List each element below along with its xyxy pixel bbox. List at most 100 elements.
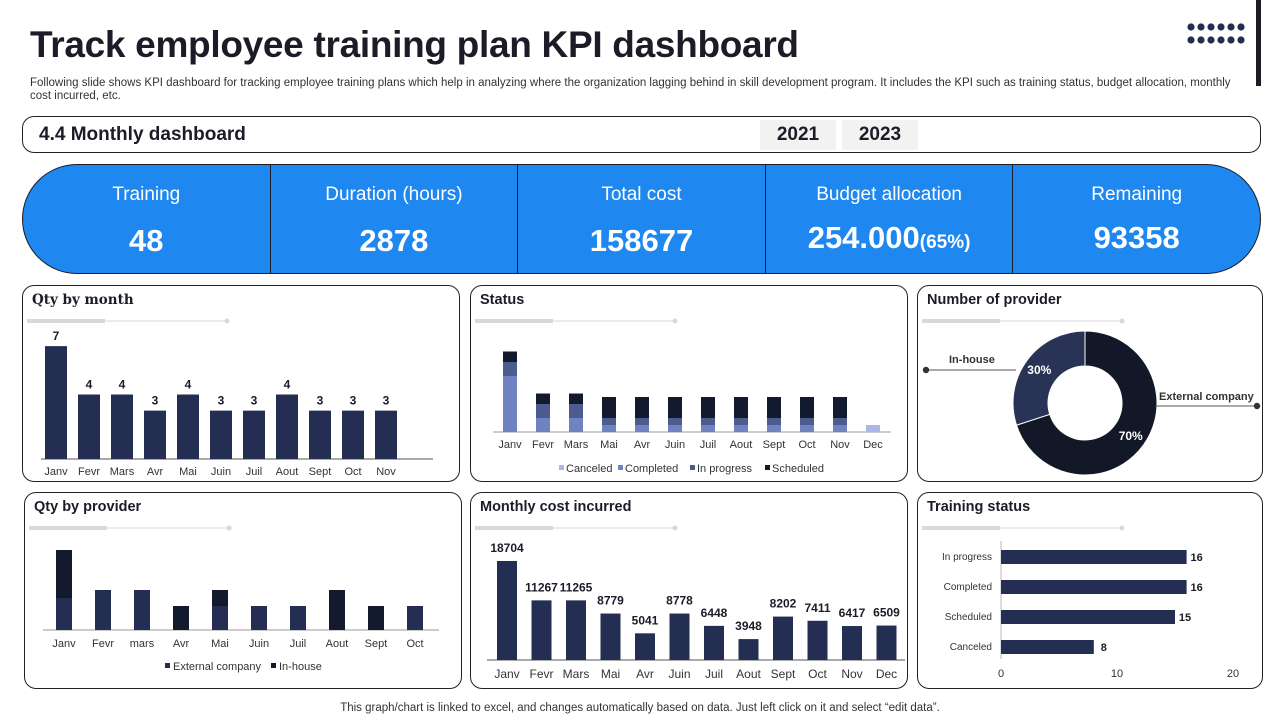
x-tick-label: Juin: [211, 466, 231, 478]
bar: [210, 410, 232, 459]
title-underline-accent: [922, 319, 1000, 323]
bar: [1001, 550, 1187, 564]
kpi-duration: Duration (hours) 2878: [269, 165, 518, 273]
bar: [276, 394, 298, 459]
title-underline-dot: [672, 318, 678, 324]
bar: [78, 394, 100, 459]
qty-by-month-chart: 7 Janv 4 Fevr 4 Mars 3 Avr 4 Mai 3 Juin 3 Juil 4 Aout 3 S…: [27, 318, 433, 478]
x-tick-label: Oct: [798, 439, 815, 451]
kpi-value: 2878: [271, 223, 518, 259]
legend-swatch: [690, 465, 695, 470]
bar-segment: [767, 425, 781, 432]
y-tick-label: In progress: [942, 552, 992, 563]
data-label: 5041: [632, 613, 659, 627]
bar-segment: [668, 397, 682, 418]
bar: [45, 346, 67, 459]
page-title: Track employee training plan KPI dashboa…: [30, 24, 799, 65]
kpi-label: Training: [112, 184, 181, 205]
bar-segment: [668, 425, 682, 432]
x-tick-label: Sept: [309, 466, 332, 478]
data-label: 7: [53, 329, 60, 343]
x-tick-label: Oct: [344, 466, 361, 478]
legend-label: In-house: [279, 661, 322, 673]
title-underline-dot: [1119, 525, 1125, 531]
corner-accent-bar: [1256, 0, 1261, 86]
kpi-label: Duration (hours): [325, 184, 463, 205]
legend-swatch: [559, 465, 564, 470]
kpi-number: 254.000: [807, 220, 920, 255]
pie-slice: [1015, 330, 1158, 476]
bar: [807, 620, 828, 660]
leader-dot: [1253, 402, 1261, 410]
bar: [704, 625, 724, 660]
panel-title: Qty by month: [32, 292, 134, 308]
bar: [1001, 580, 1187, 594]
data-label: 4: [284, 378, 291, 392]
panel-qty-by-month: Qty by month 7 Janv 4 Fevr 4 Mars 3 Avr 4 Mai 3 Jui…: [22, 285, 460, 482]
panel-title: Status: [480, 292, 525, 308]
x-tick-label: Juin: [249, 638, 269, 650]
year-button-2021[interactable]: 2021: [760, 120, 836, 150]
legend-label: Scheduled: [772, 463, 824, 475]
bar: [1001, 640, 1094, 654]
x-tick-label: Mai: [601, 667, 620, 681]
data-label: 3: [152, 394, 159, 408]
year-button-2023[interactable]: 2023: [842, 120, 918, 150]
data-label: 4: [185, 378, 192, 392]
kpi-value: 254.000(65%): [766, 220, 1013, 256]
bar-segment: [503, 362, 517, 376]
title-underline-dot: [1119, 318, 1125, 324]
x-tick-label: Avr: [147, 466, 164, 478]
bar-segment: [569, 418, 583, 432]
x-tick-label: 0: [998, 668, 1004, 680]
y-tick-label: Canceled: [950, 642, 992, 653]
kpi-suffix: (65%): [919, 232, 971, 253]
bar: [738, 639, 759, 660]
data-label: 6448: [701, 606, 728, 620]
x-tick-label: Aout: [326, 638, 349, 650]
data-label: 8779: [597, 594, 624, 608]
data-label: 3948: [735, 619, 762, 633]
x-tick-label: Janv: [52, 638, 76, 650]
bar-segment: [800, 425, 814, 432]
bar-segment: [56, 598, 72, 630]
x-tick-label: Fevr: [78, 466, 100, 478]
panel-number-of-provider: Number of provider 30% 70% In-house Externa…: [917, 285, 1263, 482]
bar-segment: [767, 397, 781, 418]
provider-donut-chart: 30% 70% In-house External company: [922, 318, 1261, 476]
pie-slice: [1012, 330, 1086, 426]
kpi-value: 93358: [1013, 220, 1260, 256]
title-underline-accent: [27, 319, 105, 323]
bar-segment: [800, 418, 814, 425]
x-tick-label: Nov: [841, 667, 862, 681]
dashboard-title: 4.4 Monthly dashboard: [39, 124, 246, 145]
data-label: 3: [350, 394, 357, 408]
bar: [1001, 610, 1175, 624]
bar: [342, 410, 364, 459]
title-underline-dot: [224, 318, 230, 324]
kpi-label: Budget allocation: [816, 184, 962, 205]
y-tick-label: Scheduled: [945, 612, 992, 623]
dots-logo-icon: [1187, 23, 1245, 44]
kpi-remaining: Remaining 93358: [1012, 165, 1260, 273]
kpi-number: 2878: [359, 223, 429, 258]
x-tick-label: Nov: [830, 439, 850, 451]
bar-segment: [212, 590, 228, 606]
x-tick-label: Janv: [44, 466, 68, 478]
bar-segment: [866, 425, 880, 432]
legend-label: In progress: [697, 463, 753, 475]
slice-label: 30%: [1027, 363, 1051, 377]
data-label: 6417: [839, 606, 866, 620]
data-label: 4: [119, 378, 126, 392]
bar-segment: [536, 393, 550, 404]
bar-segment: [134, 590, 150, 630]
bar-segment: [701, 418, 715, 425]
x-tick-label: Juil: [705, 667, 723, 681]
legend-label: Completed: [625, 463, 678, 475]
bar-segment: [536, 404, 550, 418]
panel-monthly-cost: Monthly cost incurred 18704 Janv 11267 Fevr…: [470, 492, 908, 689]
data-label: 4: [86, 378, 93, 392]
bar-segment: [95, 590, 111, 630]
bar: [531, 600, 552, 660]
legend-swatch: [765, 465, 770, 470]
